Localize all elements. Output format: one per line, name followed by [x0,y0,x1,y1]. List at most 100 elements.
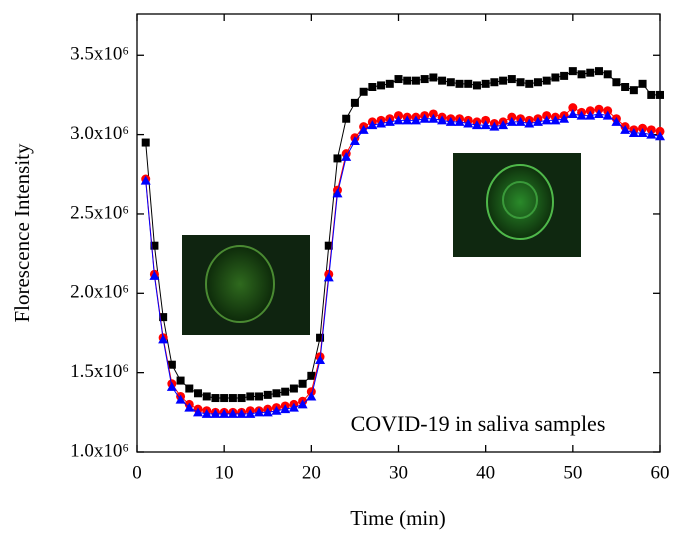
data-point [228,394,237,403]
data-point [655,131,665,141]
data-point [227,408,238,418]
x-tick-label: 40 [476,462,495,483]
data-point [568,103,578,113]
data-point [463,118,474,128]
data-point [602,110,613,120]
data-point [454,116,465,126]
data-point [385,79,394,88]
data-point [158,334,169,344]
data-point [628,128,639,138]
data-point [166,381,177,391]
data-point [506,116,517,126]
data-point [429,73,438,82]
data-point [489,121,500,131]
data-point [516,78,525,87]
data-point [349,135,360,145]
y-tick-label: 3.5x10⁶ [70,44,129,65]
data-point [185,384,194,393]
data-point [272,389,281,398]
y-axis-label: Florescence Intensity [10,143,34,323]
data-point [411,76,420,85]
data-point [210,408,221,418]
y-tick-label: 3.0x10⁶ [70,123,129,144]
data-point [359,87,368,96]
data-point [621,83,630,91]
data-point [490,78,499,87]
data-point [498,120,509,130]
data-point [394,75,403,84]
data-point [315,354,326,364]
x-axis-label: Time (min) [350,506,445,530]
data-point [428,113,439,123]
y-tick-label: 1.0x10⁶ [70,440,129,461]
data-point [237,394,246,403]
data-point [254,407,265,417]
x-tick-label: 10 [215,462,234,483]
data-point [445,116,456,126]
data-point [646,129,657,139]
x-tick-label: 50 [563,462,582,483]
data-point [367,120,378,130]
data-point [219,408,230,418]
data-point [167,360,176,369]
data-point [288,402,299,412]
data-point [341,151,352,161]
y-tick-label: 2.0x10⁶ [70,282,129,303]
data-point [656,90,664,99]
data-point [480,120,491,130]
data-point [637,128,648,138]
data-point [638,79,647,88]
data-point [393,115,404,125]
data-point [593,108,604,118]
data-point [297,399,308,409]
data-point [594,67,603,76]
data-point [525,79,534,88]
data-point [368,83,377,91]
data-point [559,113,570,123]
data-point [255,392,264,401]
data-point [159,313,168,322]
data-point [316,333,325,342]
data-point [410,115,421,125]
data-point [542,76,551,85]
data-point [140,175,151,185]
inset-image-right [453,153,581,257]
data-point [194,389,203,398]
data-point [499,76,508,85]
data-point [576,110,587,120]
data-point [471,120,482,130]
data-point [323,272,334,282]
data-point [437,115,448,125]
data-point [533,78,542,87]
data-point [342,114,351,123]
data-point [446,78,455,87]
data-point [419,113,430,123]
data-point [333,154,342,163]
data-point [376,118,387,128]
data-point [551,73,560,82]
data-point [298,379,307,388]
data-point [211,394,220,403]
data-point [245,408,256,418]
data-point [377,81,386,90]
data-point [280,404,291,414]
data-point [629,86,638,95]
data-point [515,116,526,126]
data-point [281,387,290,396]
data-point [438,76,447,85]
data-point [150,241,159,250]
data-point [524,118,535,128]
data-point [577,70,586,79]
data-point [184,402,195,412]
data-point [176,376,185,385]
data-point [532,116,543,126]
data-point [262,407,273,417]
y-tick-label: 2.5x10⁶ [70,202,129,223]
data-point [306,391,317,401]
data-point [481,79,490,88]
x-tick-label: 0 [132,462,142,483]
data-point [464,79,473,88]
data-point [567,108,578,118]
data-point [647,90,656,99]
data-point [455,79,464,88]
